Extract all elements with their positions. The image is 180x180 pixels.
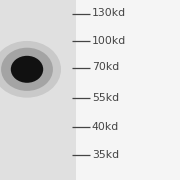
Text: 100kd: 100kd bbox=[92, 35, 126, 46]
Text: 40kd: 40kd bbox=[92, 122, 119, 132]
Ellipse shape bbox=[0, 41, 61, 98]
Ellipse shape bbox=[1, 48, 53, 91]
Text: 35kd: 35kd bbox=[92, 150, 119, 160]
Text: 130kd: 130kd bbox=[92, 8, 126, 19]
Text: 55kd: 55kd bbox=[92, 93, 119, 103]
Bar bbox=[0, 0, 76, 180]
Ellipse shape bbox=[11, 56, 43, 83]
Text: 70kd: 70kd bbox=[92, 62, 119, 73]
